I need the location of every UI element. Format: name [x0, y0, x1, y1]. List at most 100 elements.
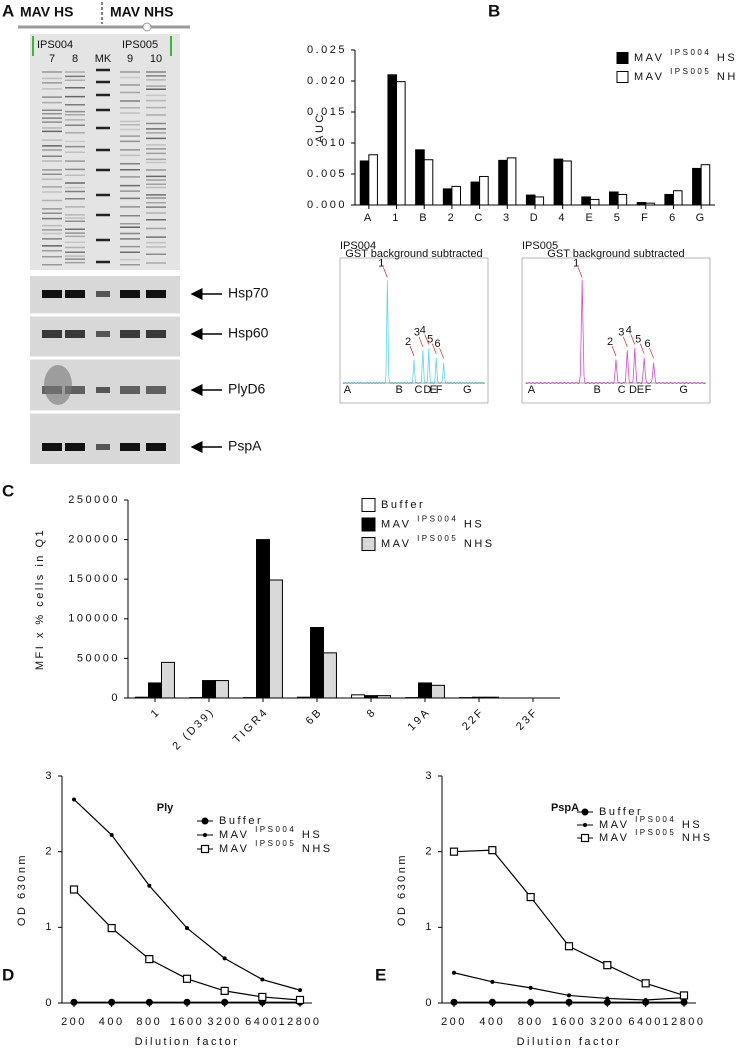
peak-arrow	[639, 343, 645, 354]
point	[108, 998, 116, 1006]
peak-label: 2	[607, 336, 613, 348]
point	[449, 847, 459, 856]
peak-label: 1	[378, 257, 384, 269]
x-tick-label: G	[696, 212, 707, 224]
marker-band	[96, 387, 110, 393]
y-tick-label: 0.000	[307, 199, 347, 211]
point	[603, 998, 611, 1006]
legend-marker	[203, 833, 207, 837]
point	[109, 833, 114, 838]
point	[145, 955, 154, 964]
legend-label: MAV IPS005 NHS	[219, 839, 333, 855]
blot-band	[65, 443, 85, 451]
group-label: MAV HS	[20, 4, 73, 20]
inset-trace	[525, 280, 706, 385]
blot-band	[42, 290, 62, 298]
inset-trace	[342, 280, 485, 385]
x-tick-label: 6400	[628, 1016, 662, 1028]
region-label: D	[629, 384, 637, 396]
blot-band	[120, 330, 140, 338]
chart-title: PspA	[551, 802, 579, 814]
bar	[202, 680, 216, 699]
bar	[310, 627, 324, 699]
y-tick-label: 200000	[68, 534, 120, 546]
y-axis-label: OD 630nm	[396, 853, 408, 926]
x-tick-label: 200	[441, 1016, 467, 1028]
region-label: E	[430, 384, 437, 396]
bracket-knob	[142, 22, 152, 32]
region-label: A	[528, 384, 536, 396]
point	[295, 995, 305, 1005]
region-label: G	[679, 384, 688, 396]
bar	[700, 164, 711, 206]
x-axis-label: Dilution factor	[135, 1036, 240, 1048]
x-tick-label: 400	[99, 1016, 125, 1028]
sample-label: IPS005	[122, 39, 158, 51]
panel-label: E	[375, 965, 386, 984]
region-label: B	[396, 384, 403, 396]
region-label: C	[414, 384, 422, 396]
bar	[645, 202, 655, 206]
point	[641, 979, 650, 988]
x-tick-label: 12800	[278, 1016, 321, 1028]
y-tick-label: 0	[111, 692, 120, 704]
bar	[472, 696, 486, 699]
line	[73, 889, 301, 1001]
blot-band	[146, 443, 166, 451]
region-label: A	[344, 384, 352, 396]
legend-marker	[583, 823, 587, 827]
y-tick-label: 0	[425, 997, 434, 1009]
bar	[484, 696, 499, 699]
point	[70, 998, 78, 1006]
peak-arrow	[418, 336, 424, 347]
bar	[636, 202, 647, 206]
blot-band	[65, 386, 85, 394]
y-tick-label: 0.020	[307, 75, 347, 87]
smear	[44, 365, 72, 405]
bar	[664, 193, 674, 206]
peak-label: 1	[573, 257, 579, 269]
point	[526, 892, 535, 902]
panel-label: D	[2, 965, 14, 984]
point	[452, 970, 456, 975]
region-label: E	[637, 384, 644, 396]
panel-label: A	[2, 1, 14, 20]
point	[605, 996, 610, 1001]
point	[488, 846, 497, 855]
panel-label: B	[488, 1, 500, 20]
lane-label: 9	[127, 53, 133, 65]
peak-arrow	[611, 345, 617, 357]
inset-subtitle: GST background subtracted	[547, 248, 684, 260]
blot-band	[146, 386, 166, 394]
blot-band	[65, 330, 85, 338]
peak-arrow	[577, 267, 583, 278]
x-tick-label: B	[419, 212, 429, 224]
sample-label: IPS004	[37, 39, 73, 51]
point	[643, 997, 648, 1002]
inset-title: IPS005	[522, 240, 558, 252]
blot-label: PspA	[228, 438, 262, 454]
peak-arrow	[630, 334, 636, 345]
legend-label: Buffer	[599, 806, 643, 818]
bar	[534, 196, 545, 206]
bar	[479, 175, 489, 206]
bar	[525, 194, 536, 206]
x-tick-label: 3200	[207, 1016, 241, 1028]
x-axis-label: Dilution factor	[517, 1036, 622, 1048]
point	[222, 956, 227, 961]
y-tick-label: 100000	[68, 613, 120, 625]
bar	[442, 188, 453, 206]
bar	[617, 193, 628, 206]
blot-band	[120, 386, 140, 394]
point	[528, 985, 533, 990]
y-tick-label: 250000	[68, 494, 120, 506]
x-tick-label: E	[585, 212, 595, 224]
region-label: C	[618, 384, 626, 396]
point	[258, 992, 267, 1002]
point	[527, 998, 535, 1006]
y-tick-label: 0.005	[307, 168, 347, 180]
legend-label: MAV IPS005 NHS	[634, 67, 738, 83]
bar	[396, 81, 406, 206]
legend-marker	[201, 817, 209, 825]
bar	[387, 74, 398, 206]
